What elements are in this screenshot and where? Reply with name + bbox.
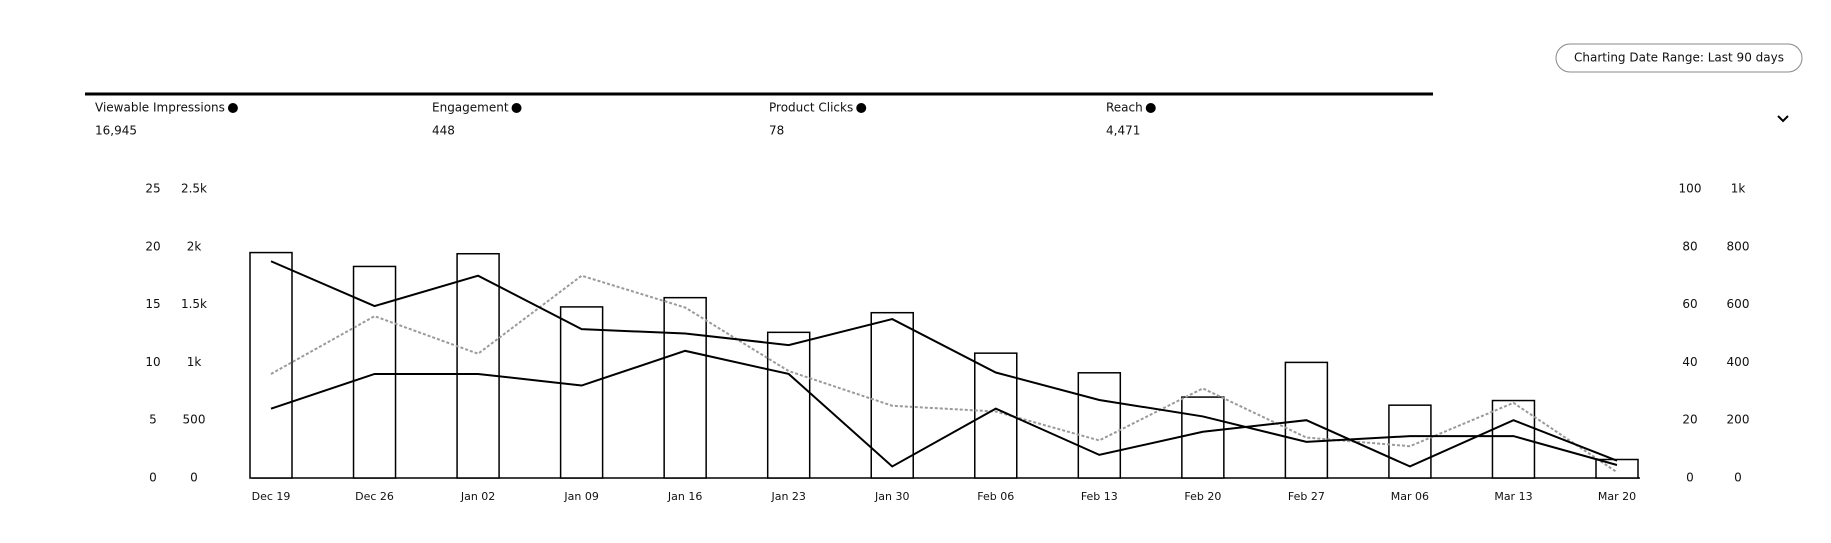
tick-label: 1k xyxy=(187,355,202,369)
bar xyxy=(456,252,500,479)
tick-label: 1k xyxy=(1731,182,1746,196)
metric-total: 448 xyxy=(432,124,455,138)
tick-label: 800 xyxy=(1727,239,1750,253)
date-range-label: Charting Date Range: Last 90 days xyxy=(1574,51,1784,65)
tick-label: 0 xyxy=(1686,471,1694,485)
tick-label: 2.5k xyxy=(181,182,207,196)
x-tick-label: Jan 02 xyxy=(460,490,495,503)
line-series xyxy=(270,260,1618,466)
metric-tab[interactable] xyxy=(1096,93,1433,145)
tick-label: 40 xyxy=(1682,355,1697,369)
tick-label: 1.5k xyxy=(181,297,207,311)
x-tick-label: Jan 16 xyxy=(667,490,702,503)
metric-total: 4,471 xyxy=(1106,124,1140,138)
tick-label: 2k xyxy=(187,239,202,253)
tick-label: 60 xyxy=(1682,297,1697,311)
metric-name: Engagement xyxy=(432,101,509,115)
info-icon xyxy=(227,103,238,113)
tick-label: 25 xyxy=(145,182,160,196)
tick-label: 600 xyxy=(1727,297,1750,311)
bar xyxy=(559,306,604,479)
bar xyxy=(663,296,707,479)
info-icon xyxy=(856,103,867,113)
tick-label: 15 xyxy=(145,297,160,311)
x-tick-label: Jan 30 xyxy=(874,490,909,503)
tick-label: 100 xyxy=(1679,182,1702,196)
x-tick-label: Feb 13 xyxy=(1081,490,1118,503)
tick-label: 200 xyxy=(1727,413,1750,427)
tick-label: 5 xyxy=(149,413,157,427)
x-tick-label: Feb 20 xyxy=(1184,490,1221,503)
metric-total: 78 xyxy=(769,124,784,138)
info-icon xyxy=(511,103,522,113)
tick-label: 500 xyxy=(183,413,206,427)
bar xyxy=(352,265,397,479)
line-series xyxy=(270,274,1618,474)
tick-label: 400 xyxy=(1727,355,1750,369)
tick-label: 0 xyxy=(149,471,157,485)
tick-label: 0 xyxy=(1734,471,1742,485)
bar xyxy=(1181,396,1225,479)
metric-tab[interactable] xyxy=(422,93,759,145)
x-tick-label: Mar 20 xyxy=(1598,490,1636,503)
tick-label: 20 xyxy=(1682,413,1697,427)
x-tick-label: Dec 19 xyxy=(252,490,291,503)
tick-label: 0 xyxy=(190,471,198,485)
date-range-button[interactable] xyxy=(1555,43,1803,73)
x-tick-label: Mar 13 xyxy=(1494,490,1532,503)
line-series xyxy=(270,349,1618,468)
tick-label: 10 xyxy=(145,355,160,369)
bar xyxy=(870,311,914,479)
bar xyxy=(1077,372,1122,479)
x-tick-label: Jan 09 xyxy=(563,490,598,503)
bar xyxy=(766,331,811,479)
tick-label: 20 xyxy=(145,239,160,253)
metric-tab[interactable] xyxy=(759,93,1096,145)
metric-tab[interactable] xyxy=(85,93,422,145)
metric-name: Reach xyxy=(1106,101,1143,115)
x-tick-label: Dec 26 xyxy=(355,490,394,503)
x-tick-label: Feb 06 xyxy=(977,490,1014,503)
x-tick-label: Mar 06 xyxy=(1391,490,1429,503)
info-icon xyxy=(1145,103,1156,113)
expand-chevron[interactable] xyxy=(1777,115,1789,123)
metric-name: Viewable Impressions xyxy=(95,101,225,115)
metric-name: Product Clicks xyxy=(769,101,853,115)
tick-label: 80 xyxy=(1682,239,1697,253)
x-tick-label: Jan 23 xyxy=(770,490,805,503)
x-tick-label: Feb 27 xyxy=(1288,490,1325,503)
metric-total: 16,945 xyxy=(95,124,137,138)
